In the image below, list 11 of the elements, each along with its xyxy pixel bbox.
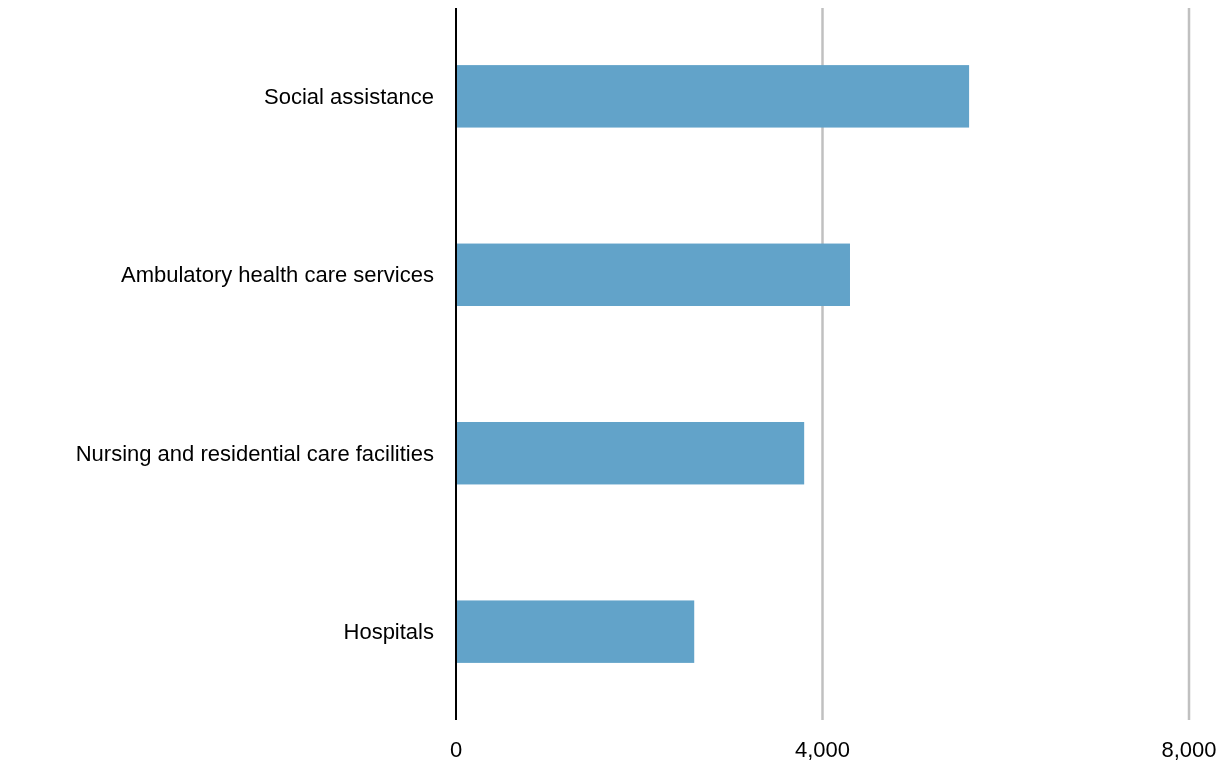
y-tick-label: Nursing and residential care facilities bbox=[75, 440, 434, 466]
bar bbox=[456, 65, 970, 128]
x-tick-label: 8,000 bbox=[1161, 737, 1217, 762]
bar bbox=[456, 243, 850, 307]
x-tick-label: 0 bbox=[449, 737, 463, 762]
y-tick-label: Hospitals bbox=[343, 619, 434, 645]
bar bbox=[456, 422, 805, 485]
bar bbox=[456, 600, 695, 663]
y-tick-label: Social assistance bbox=[264, 84, 434, 110]
y-tick-label: Ambulatory health care services bbox=[120, 262, 434, 288]
x-tick-label: 4,000 bbox=[794, 737, 851, 762]
